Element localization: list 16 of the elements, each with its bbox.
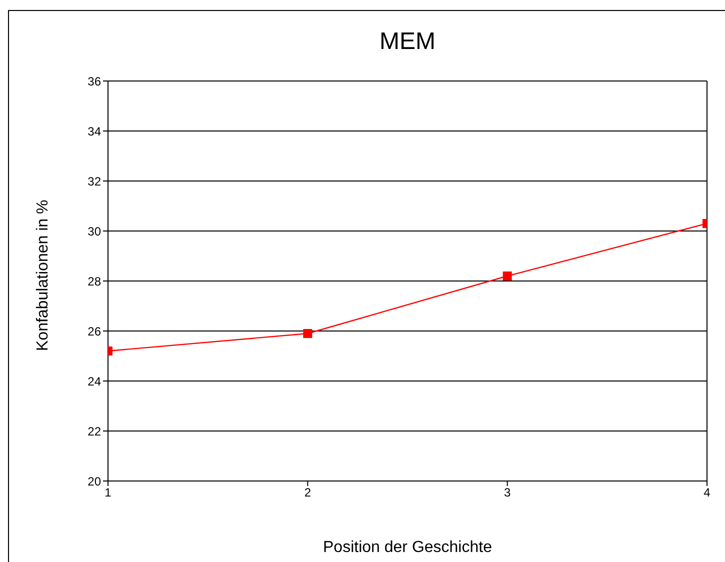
- y-tick-label: 32: [88, 174, 102, 188]
- y-tick-label: 36: [88, 74, 102, 88]
- y-tick-label: 30: [88, 224, 102, 238]
- x-tick-label: 2: [304, 486, 312, 500]
- y-axis-title: Konfabulationen in %: [34, 200, 52, 351]
- y-tick-label: 34: [88, 124, 102, 138]
- x-tick-label: 3: [504, 486, 511, 500]
- x-axis-title: Position der Geschichte: [323, 539, 492, 556]
- y-tick-label: 22: [88, 424, 102, 438]
- y-tick-label: 24: [88, 374, 102, 388]
- chart-title: MEM: [378, 28, 436, 56]
- y-tick-label: 20: [88, 474, 102, 488]
- x-tick-label: 4: [704, 486, 711, 500]
- y-tick-label: 26: [88, 324, 102, 338]
- y-tick-label: 28: [88, 274, 102, 288]
- x-tick-label: 1: [104, 486, 112, 500]
